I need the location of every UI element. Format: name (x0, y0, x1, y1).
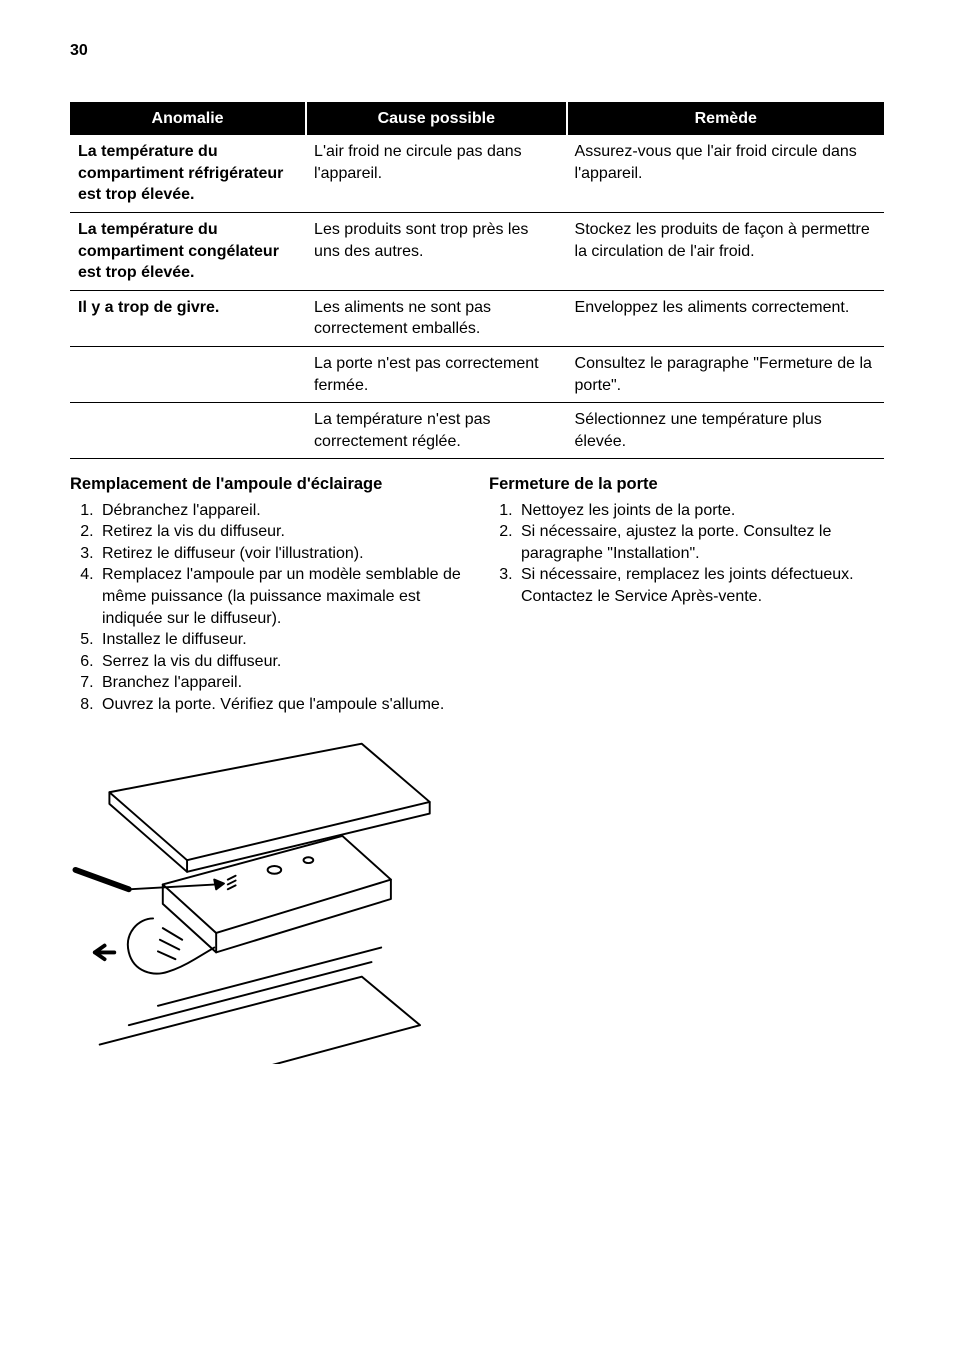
list-item: Retirez le diffuseur (voir l'illustratio… (98, 543, 465, 565)
list-item: Serrez la vis du diffuseur. (98, 651, 465, 673)
table-header-row: Anomalie Cause possible Remède (70, 102, 884, 136)
cell-remedy: Consultez le paragraphe "Fermeture de la… (567, 346, 884, 402)
cell-cause: La température n'est pas correctement ré… (306, 403, 566, 459)
cell-remedy: Assurez-vous que l'air froid circule dan… (567, 135, 884, 212)
header-anomaly: Anomalie (70, 102, 306, 136)
cell-remedy: Enveloppez les aliments correctement. (567, 290, 884, 346)
cell-anomaly: La température du compartiment congélate… (70, 212, 306, 290)
cell-cause: L'air froid ne circule pas dans l'appare… (306, 135, 566, 212)
diffuser-illustration (70, 734, 440, 1071)
heading-lamp-replacement: Remplacement de l'ampoule d'éclairage (70, 473, 465, 495)
table-row: La température du compartiment congélate… (70, 212, 884, 290)
illustration-svg (70, 734, 440, 1064)
door-closing-steps: Nettoyez les joints de la porte. Si néce… (489, 500, 884, 608)
table-row: La porte n'est pas correctement fermée. … (70, 346, 884, 402)
list-item: Si nécessaire, remplacez les joints défe… (517, 564, 884, 607)
troubleshooting-table: Anomalie Cause possible Remède La tempér… (70, 102, 884, 460)
list-item: Nettoyez les joints de la porte. (517, 500, 884, 522)
list-item: Remplacez l'ampoule par un modèle sembla… (98, 564, 465, 629)
cell-remedy: Sélectionnez une température plus élevée… (567, 403, 884, 459)
cell-cause: Les produits sont trop près les uns des … (306, 212, 566, 290)
table-row: La température n'est pas correctement ré… (70, 403, 884, 459)
list-item: Branchez l'appareil. (98, 672, 465, 694)
page-number: 30 (70, 40, 884, 62)
list-item: Si nécessaire, ajustez la porte. Consult… (517, 521, 884, 564)
heading-door-closing: Fermeture de la porte (489, 473, 884, 495)
cell-remedy: Stockez les produits de façon à permettr… (567, 212, 884, 290)
table-row: Il y a trop de givre. Les aliments ne so… (70, 290, 884, 346)
cell-anomaly (70, 403, 306, 459)
cell-cause: Les aliments ne sont pas correctement em… (306, 290, 566, 346)
left-column: Remplacement de l'ampoule d'éclairage Dé… (70, 473, 465, 1070)
list-item: Retirez la vis du diffuseur. (98, 521, 465, 543)
cell-anomaly (70, 346, 306, 402)
cell-anomaly: Il y a trop de givre. (70, 290, 306, 346)
header-cause: Cause possible (306, 102, 566, 136)
header-remedy: Remède (567, 102, 884, 136)
list-item: Débranchez l'appareil. (98, 500, 465, 522)
cell-cause: La porte n'est pas correctement fermée. (306, 346, 566, 402)
table-row: La température du compartiment réfrigéra… (70, 135, 884, 212)
lamp-replacement-steps: Débranchez l'appareil. Retirez la vis du… (70, 500, 465, 716)
list-item: Ouvrez la porte. Vérifiez que l'ampoule … (98, 694, 465, 716)
list-item: Installez le diffuseur. (98, 629, 465, 651)
right-column: Fermeture de la porte Nettoyez les joint… (489, 473, 884, 1070)
cell-anomaly: La température du compartiment réfrigéra… (70, 135, 306, 212)
two-column-layout: Remplacement de l'ampoule d'éclairage Dé… (70, 473, 884, 1070)
